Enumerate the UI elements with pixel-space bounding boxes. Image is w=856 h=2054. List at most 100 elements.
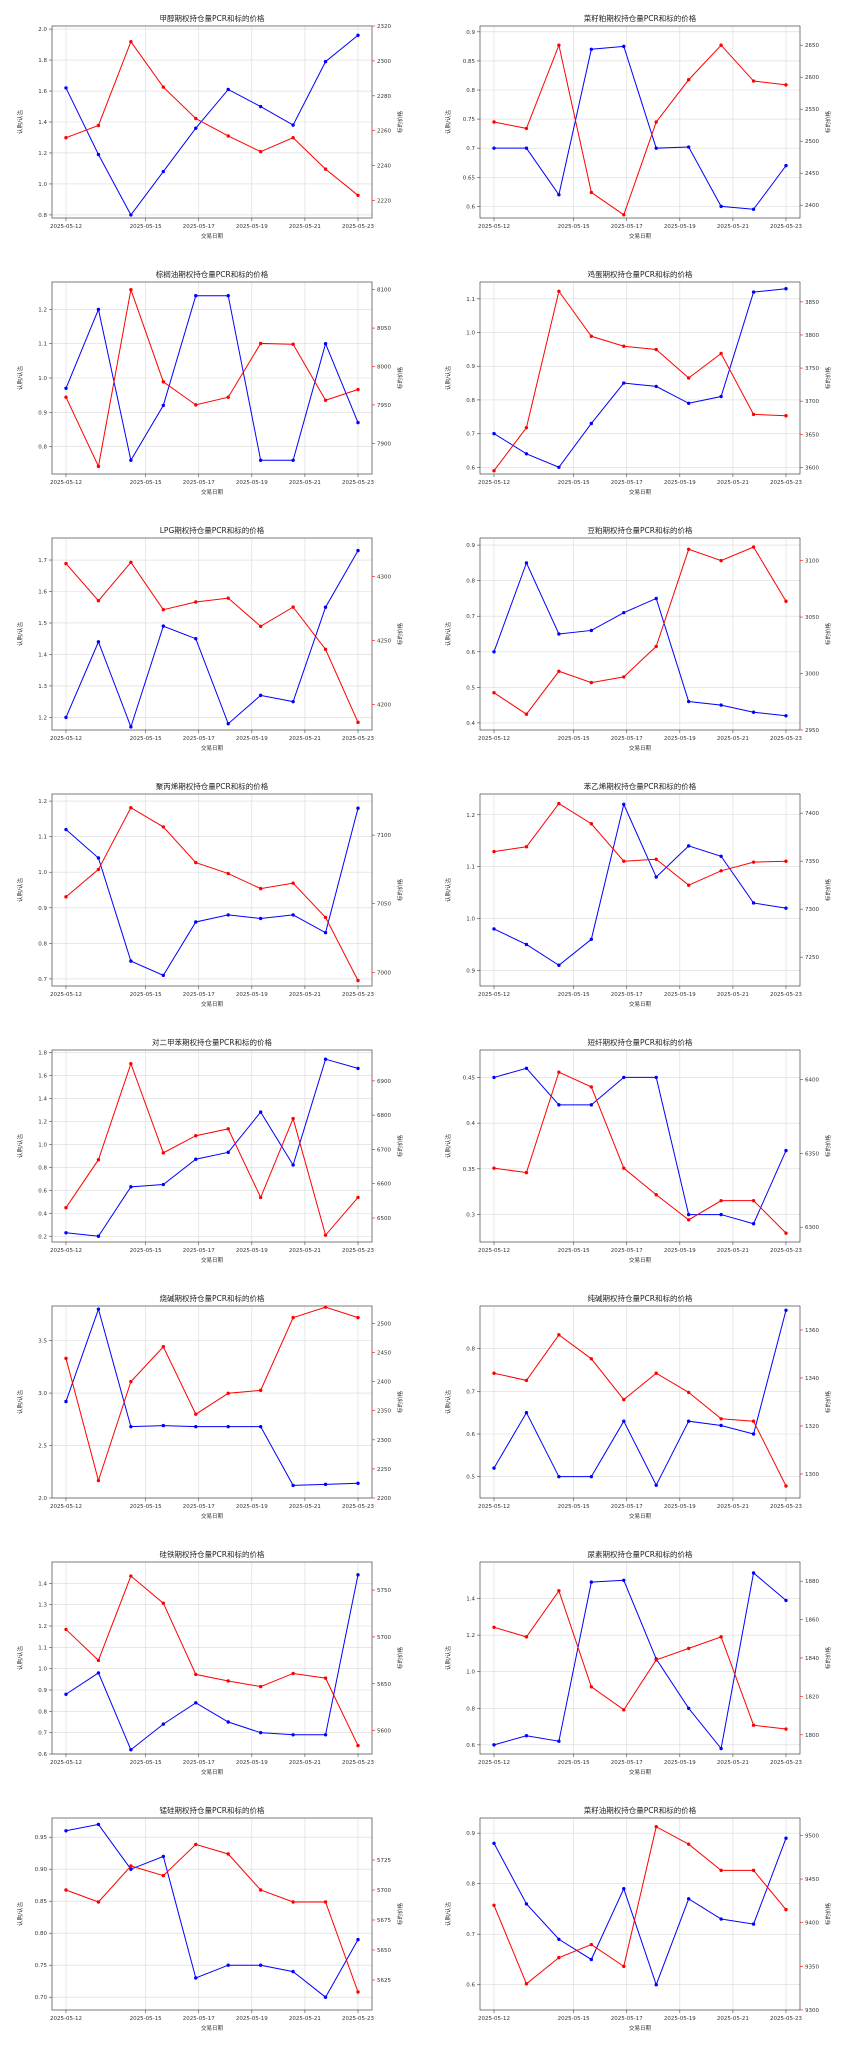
price-point [719, 558, 723, 563]
chart-title: 锰硅期权持仓量PCR和标的价格 [160, 1805, 265, 1815]
pcr-point [654, 146, 658, 150]
right-axis-label: 标的价格 [824, 879, 832, 902]
left-tick-label: 1.1 [466, 297, 475, 303]
x-tick-label: 2025-05-21 [289, 2016, 321, 2022]
left-tick-label: 2.0 [38, 27, 47, 33]
x-tick-label: 2025-05-17 [183, 224, 215, 230]
left-tick-label: 0.8 [38, 941, 47, 947]
left-axis-label: 认购/认沽 [16, 366, 24, 390]
left-axis-label: 认购/认沽 [444, 1902, 452, 1926]
price-point [654, 1825, 658, 1829]
price-point [64, 1356, 68, 1361]
right-tick-label: 2280 [377, 94, 391, 100]
right-tick-label: 4250 [377, 638, 391, 644]
price-point [622, 1166, 626, 1170]
pcr-point [129, 1185, 133, 1189]
price-point [129, 560, 133, 565]
left-tick-label: 0.9 [38, 1688, 47, 1694]
left-tick-label: 0.8 [466, 88, 475, 94]
chart-panel-2: 菜籽粕期权持仓量PCR和标的价格 0.6 0.65 0.7 0.75 0.8 0.85 0.9… [428, 0, 856, 256]
price-point [719, 351, 723, 356]
price-point [654, 120, 658, 124]
left-tick-label: 1.4 [38, 1096, 47, 1102]
price-point [524, 1378, 529, 1383]
left-axis-label: 认购/认沽 [16, 1134, 24, 1158]
price-point [226, 1127, 230, 1131]
right-tick-label: 1360 [805, 1328, 819, 1334]
right-tick-label: 2950 [805, 728, 819, 734]
price-point [654, 857, 658, 861]
right-tick-label: 6350 [805, 1151, 819, 1157]
left-tick-label: 1.0 [466, 331, 475, 337]
pcr-point [654, 875, 658, 879]
price-point [524, 1635, 529, 1639]
x-tick-label: 2025-05-17 [611, 1504, 643, 1510]
pcr-point [751, 1222, 756, 1226]
left-tick-label: 2.0 [38, 1496, 47, 1502]
pcr-point [654, 1983, 658, 1987]
price-point [64, 395, 68, 399]
x-tick-label: 2025-05-21 [289, 1760, 321, 1766]
left-axis-label: 认购/认沽 [444, 878, 452, 902]
chart-svg: 聚丙烯期权持仓量PCR和标的价格 0.7 0.8 0.9 1.0 1.1 1.2 7000 70… [16, 781, 404, 1008]
plot-frame [51, 1305, 373, 1499]
price-point [557, 289, 561, 293]
price-point [291, 1900, 295, 1904]
chart-panel-10: 短纤期权持仓量PCR和标的价格 0.3 0.35 0.4 0.45 6300 6350 640… [428, 1024, 856, 1280]
price-point [96, 1158, 101, 1162]
chart-panel-14: 尿素期权持仓量PCR和标的价格 0.6 0.8 1.0 1.2 1.4 1800 1820 18… [428, 1536, 856, 1792]
price-point [356, 1990, 360, 1994]
x-tick-label: 2025-05-21 [717, 1504, 749, 1510]
pcr-point [226, 1150, 230, 1155]
price-point [291, 1116, 295, 1121]
price-point [719, 869, 723, 873]
right-axis-label: 标的价格 [396, 623, 404, 646]
pcr-point [194, 126, 198, 130]
pcr-point [129, 959, 133, 963]
pcr-series-line [494, 45, 787, 210]
price-point [784, 859, 788, 863]
right-axis-label: 标的价格 [824, 1135, 832, 1158]
price-point [589, 822, 594, 826]
left-axis-label: 认购/认沽 [16, 110, 24, 134]
price-point [161, 825, 166, 829]
left-tick-label: 0.6 [466, 204, 475, 210]
x-tick-label: 2025-05-19 [236, 736, 268, 742]
price-point [356, 1743, 360, 1748]
pcr-point [161, 624, 166, 628]
x-tick-label: 2025-05-23 [770, 224, 802, 230]
price-point [719, 1417, 723, 1421]
pcr-point [492, 1841, 496, 1845]
pcr-point [524, 1902, 529, 1906]
left-tick-label: 1.0 [38, 1667, 47, 1673]
x-axis-label: 交易日期 [201, 232, 224, 240]
price-point [96, 123, 101, 128]
pcr-series-line [493, 802, 787, 966]
chart-svg: 豆粕期权持仓量PCR和标的价格 0.4 0.5 0.6 0.7 0.8 0.9 2950 300… [444, 525, 832, 752]
price-point [492, 1166, 496, 1170]
chart-title: 甲醇期权持仓量PCR和标的价格 [160, 13, 265, 23]
right-tick-label: 7000 [377, 970, 391, 976]
price-point [258, 1195, 263, 1200]
right-tick-label: 5725 [377, 1858, 391, 1864]
pcr-point [686, 1419, 691, 1423]
x-tick-label: 2025-05-19 [664, 1248, 696, 1254]
price-point [654, 347, 658, 352]
x-tick-label: 2025-05-12 [478, 224, 510, 230]
price-point [323, 1900, 328, 1904]
right-tick-label: 5625 [377, 1978, 391, 1984]
pcr-point [96, 152, 101, 157]
pcr-point [654, 1075, 658, 1080]
right-axis-label: 标的价格 [396, 111, 404, 134]
x-tick-label: 2025-05-12 [478, 736, 510, 742]
pcr-series-line [493, 1572, 787, 1750]
chart-title: 苯乙烯期权持仓量PCR和标的价格 [584, 781, 697, 791]
chart-panel-15: 锰硅期权持仓量PCR和标的价格 0.70 0.75 0.80 0.85 0.90 0.95 5… [0, 1792, 428, 2048]
chart-panel-12: 纯碱期权持仓量PCR和标的价格 0.5 0.6 0.7 0.8 1300 1320 1340 1… [428, 1280, 856, 1536]
pcr-point [524, 452, 529, 456]
chart-title: 菜籽油期权持仓量PCR和标的价格 [584, 1805, 697, 1815]
price-point [194, 403, 198, 407]
pcr-point [323, 1057, 328, 1061]
left-tick-label: 0.85 [463, 59, 476, 65]
x-tick-label: 2025-05-19 [236, 224, 268, 230]
